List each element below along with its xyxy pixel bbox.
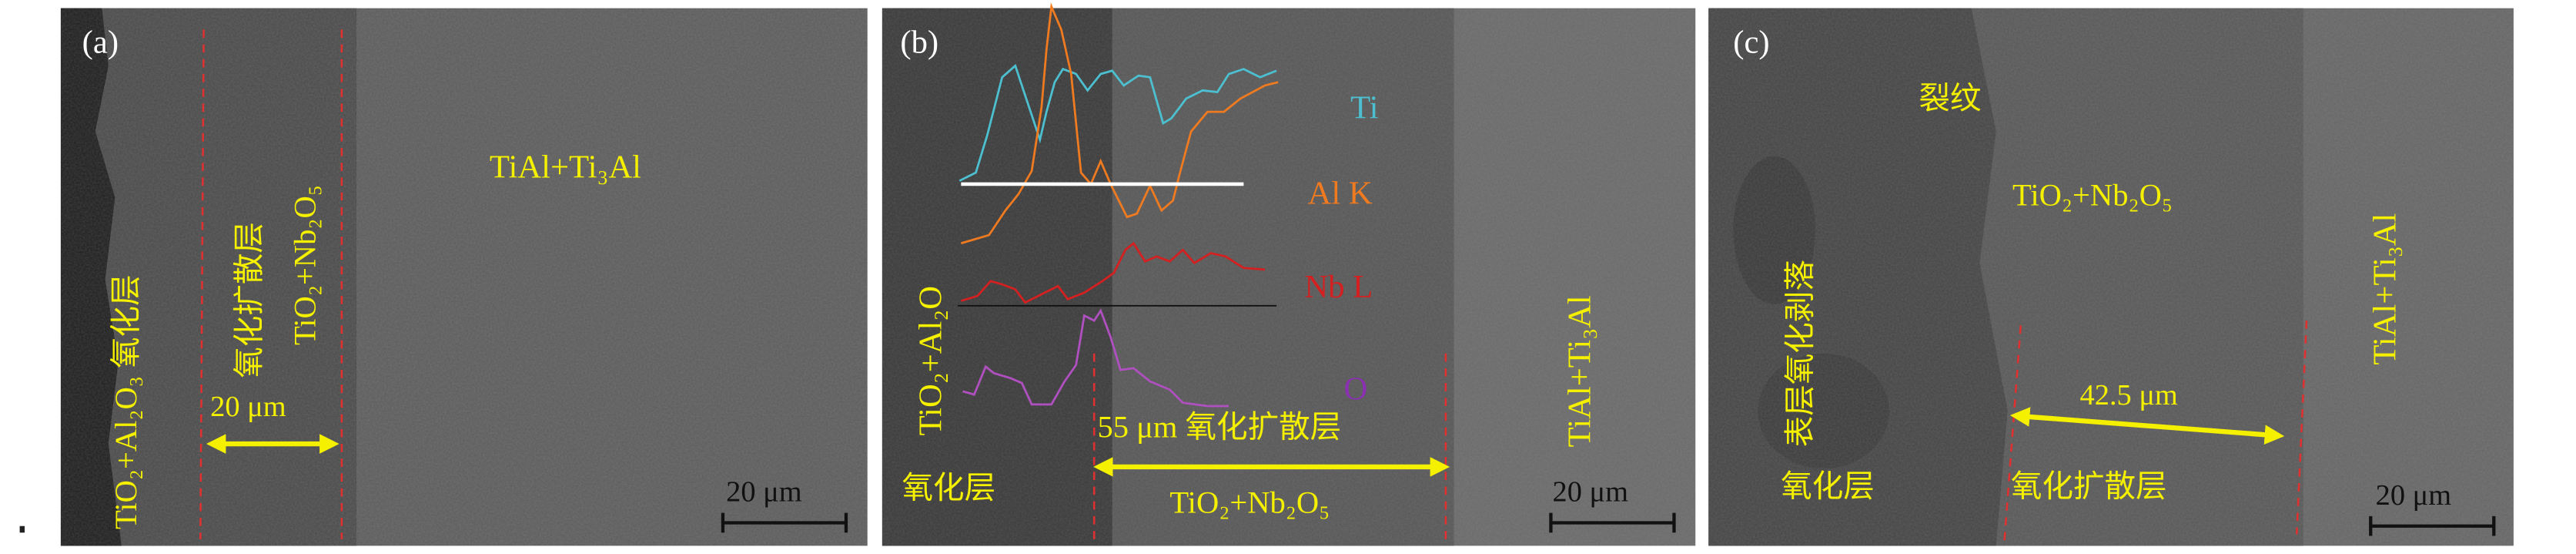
oxide-layer-label: 氧化层 [1781, 468, 1875, 503]
scale-bar-label: 20 μm [726, 476, 802, 509]
eds-line-scan [958, 2, 1279, 408]
scale-bar [2369, 515, 2496, 536]
scale-bar-label: 20 μm [2376, 479, 2452, 512]
panel-label: (c) [1733, 24, 1769, 60]
diffusion-phase-label: TiO₂+Nb₂O₅ [1169, 485, 1330, 520]
scale-bar [721, 512, 848, 533]
substrate-label: TiAl+Ti₃Al [1562, 295, 1598, 447]
substrate-label: TiAl+Ti₃Al [490, 149, 641, 185]
oxide-layer-label: TiO₂+Al₂O₃ 氧化层 [109, 274, 143, 529]
crack-label: 裂纹 [1919, 81, 1981, 116]
diffusion-phase-label: TiO₂+Nb₂O₅ [288, 185, 323, 345]
nb-profile [960, 241, 1266, 304]
panel-c: (c) 裂纹 TiO₂+Nb₂O₅ 表层氧化剥落 TiAl+Ti₃Al 42.5… [1708, 8, 2514, 546]
panel-label: (b) [900, 24, 938, 60]
legend-al-k: Al K [1308, 176, 1373, 212]
substrate-label: TiAl+Ti₃Al [2367, 213, 2403, 365]
oxide-layer-label: 氧化层 [902, 470, 996, 505]
diffusion-layer-label: 氧化扩散层 [232, 222, 266, 378]
thickness-label: 42.5 μm [2080, 379, 2178, 411]
boundary-line [2295, 320, 2308, 535]
ti-profile [958, 63, 1277, 182]
spallation-label: 表层氧化剥落 [1783, 260, 1818, 447]
corner-mark [19, 525, 25, 533]
oxide-phase-label: TiO₂+Al₂O [913, 286, 949, 435]
al-profile [960, 2, 1279, 245]
thickness-label: 55 μm 氧化扩散层 [1097, 410, 1341, 445]
o-profile [962, 308, 1229, 408]
boundary-line [199, 29, 205, 539]
diffusion-phase-label: TiO₂+Nb₂O₅ [2012, 178, 2173, 213]
scale-bar-label: 20 μm [1553, 476, 1629, 509]
panel-a: (a) TiO₂+Al₂O₃ 氧化层 氧化扩散层 TiO₂+Nb₂O₅ TiAl… [60, 8, 868, 546]
scale-bar [1549, 512, 1676, 533]
thickness-label: 20 μm [210, 391, 286, 423]
thickness-arrow [2009, 407, 2285, 445]
legend-nb-l: Nb L [1304, 269, 1373, 305]
panel-b: (b) Ti Al K Nb L O TiO₂+Al₂O 55 μm 氧化扩散层… [882, 2, 1696, 546]
legend-ti: Ti [1350, 90, 1379, 126]
panel-label: (a) [82, 24, 119, 60]
legend-o: O [1344, 371, 1368, 407]
diffusion-layer-label: 氧化扩散层 [2011, 468, 2167, 503]
